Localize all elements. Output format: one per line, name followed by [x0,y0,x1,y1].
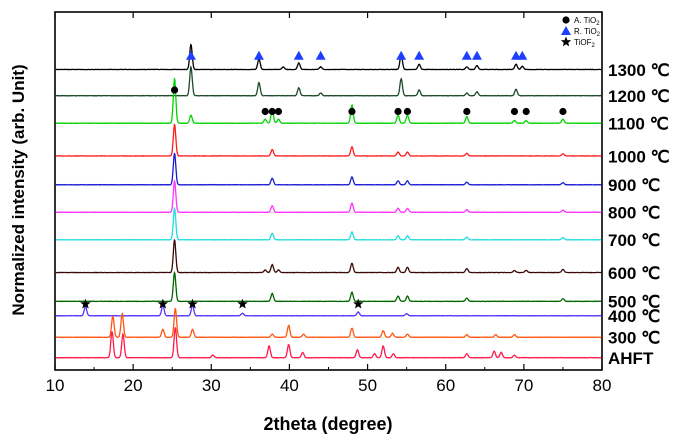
legend-entry-label: TiOF2 [574,38,595,49]
tiof2-marker [560,36,572,47]
trace-line [55,308,602,339]
trace-line [55,179,602,214]
tiof2-marker [353,298,364,309]
rutile-marker [511,50,522,60]
trace-label: 400 ℃ [608,307,660,326]
trace-label: 1100 ℃ [608,115,669,134]
trace-line [55,76,602,125]
y-axis-title: Normalized intensity (arb. Unit) [9,64,28,315]
anatase-marker [348,107,356,116]
rutile-marker [461,50,472,60]
rutile-marker [253,50,264,60]
legend-entry-label: A. TiO2 [574,16,600,27]
tiof2-marker [80,298,91,309]
anatase-marker [170,86,179,94]
tiof2-marker [157,298,169,309]
anatase-marker [394,107,402,116]
x-tick-label: 70 [514,376,533,395]
x-tick-label: 10 [46,376,65,395]
rutile-marker [561,26,571,35]
trace-line [55,270,602,303]
trace-label: 1300 ℃ [608,61,670,80]
trace-line [55,152,602,186]
tiof2-marker [187,298,198,309]
anatase-marker [403,107,412,116]
anatase-marker [562,16,570,24]
trace-line [55,65,602,97]
trace-line [55,123,602,157]
rutile-marker [185,50,196,60]
trace-label: 1200 ℃ [608,87,670,106]
trace-line [55,206,602,241]
plot-area: 10 20 30 40 50 60 70 80 1300 ℃ 1200 ℃ 1100 ℃ 1000 ℃… [46,11,670,395]
legend-entry-label: R. TiO2 [574,27,601,38]
rutile-marker [414,50,425,60]
x-tick-label: 20 [124,376,143,395]
anatase-marker [510,107,519,116]
rutile-marker [396,50,407,60]
trace-line [55,238,602,274]
anatase-marker [274,107,283,116]
trace-label: 500 ℃ [608,293,660,312]
x-axis-title: 2theta (degree) [263,414,392,434]
legend-entry-subscript: 2 [591,43,595,49]
x-tick-label: 50 [358,376,377,395]
trace-line [55,43,602,71]
anatase-marker [522,107,530,116]
legend-entry-subscript: 2 [597,32,601,38]
rutile-marker [315,50,326,60]
trace-label: 1000 ℃ [608,147,670,166]
x-tick-label: 40 [280,376,299,395]
rutile-marker [471,50,482,60]
anatase-marker [559,107,567,116]
tiof2-marker [237,298,248,309]
trace-label: AHFT [608,349,654,368]
anatase-marker [463,107,471,116]
x-tick-label: 80 [593,376,612,395]
anatase-marker [261,107,269,116]
trace-label: 900 ℃ [608,176,660,195]
trace-label: 600 ℃ [608,264,660,283]
legend-entry-subscript: 2 [596,21,600,27]
x-tick-label: 60 [436,376,455,395]
trace-line [55,327,602,359]
rutile-marker [293,50,304,60]
trace-label: 700 ℃ [608,231,660,250]
trace-line [55,304,602,317]
rutile-marker [517,50,528,60]
x-tick-label: 30 [202,376,221,395]
trace-label: 300 ℃ [608,329,660,348]
anatase-marker [268,107,276,116]
trace-label: 800 ℃ [608,204,660,223]
